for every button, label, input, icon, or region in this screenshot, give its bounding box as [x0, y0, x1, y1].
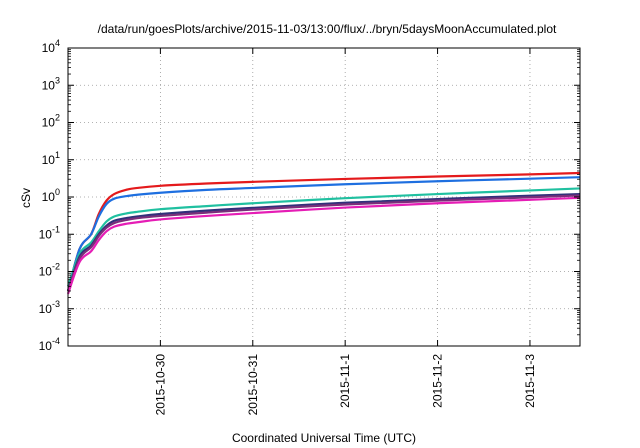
x-tick-label: 2015-11-2 — [431, 354, 445, 408]
y-tick-label: 10-1 — [39, 224, 60, 241]
y-tick-label: 101 — [42, 150, 60, 167]
series-line — [66, 187, 581, 287]
series-line — [66, 194, 581, 292]
series-line — [66, 196, 581, 295]
y-tick-label: 102 — [42, 113, 60, 130]
x-tick-label: 2015-10-30 — [153, 354, 167, 416]
x-axis-label: Coordinated Universal Time (UTC) — [232, 431, 416, 445]
x-tick-label: 2015-10-31 — [246, 354, 260, 416]
y-tick-label: 104 — [42, 38, 60, 55]
plot-frame — [67, 47, 581, 347]
y-tick-label: 10-3 — [39, 299, 60, 316]
series-lines — [66, 171, 581, 295]
y-tick-label: 10-4 — [39, 336, 60, 353]
y-tick-label: 103 — [42, 75, 60, 92]
y-tick-label: 10-2 — [39, 262, 60, 279]
y-tick-label: 100 — [42, 187, 60, 204]
series-line — [66, 176, 581, 292]
chart-title: /data/run/goesPlots/archive/2015-11-03/1… — [98, 22, 557, 36]
y-axis-label: cSv — [19, 188, 33, 208]
x-tick-label: 2015-11-1 — [338, 354, 352, 408]
x-tick-label: 2015-11-3 — [523, 354, 537, 408]
axes: 10-4 10-3 10-2 10-1 100 101 102 103 104 2015-10-3… — [39, 38, 581, 416]
